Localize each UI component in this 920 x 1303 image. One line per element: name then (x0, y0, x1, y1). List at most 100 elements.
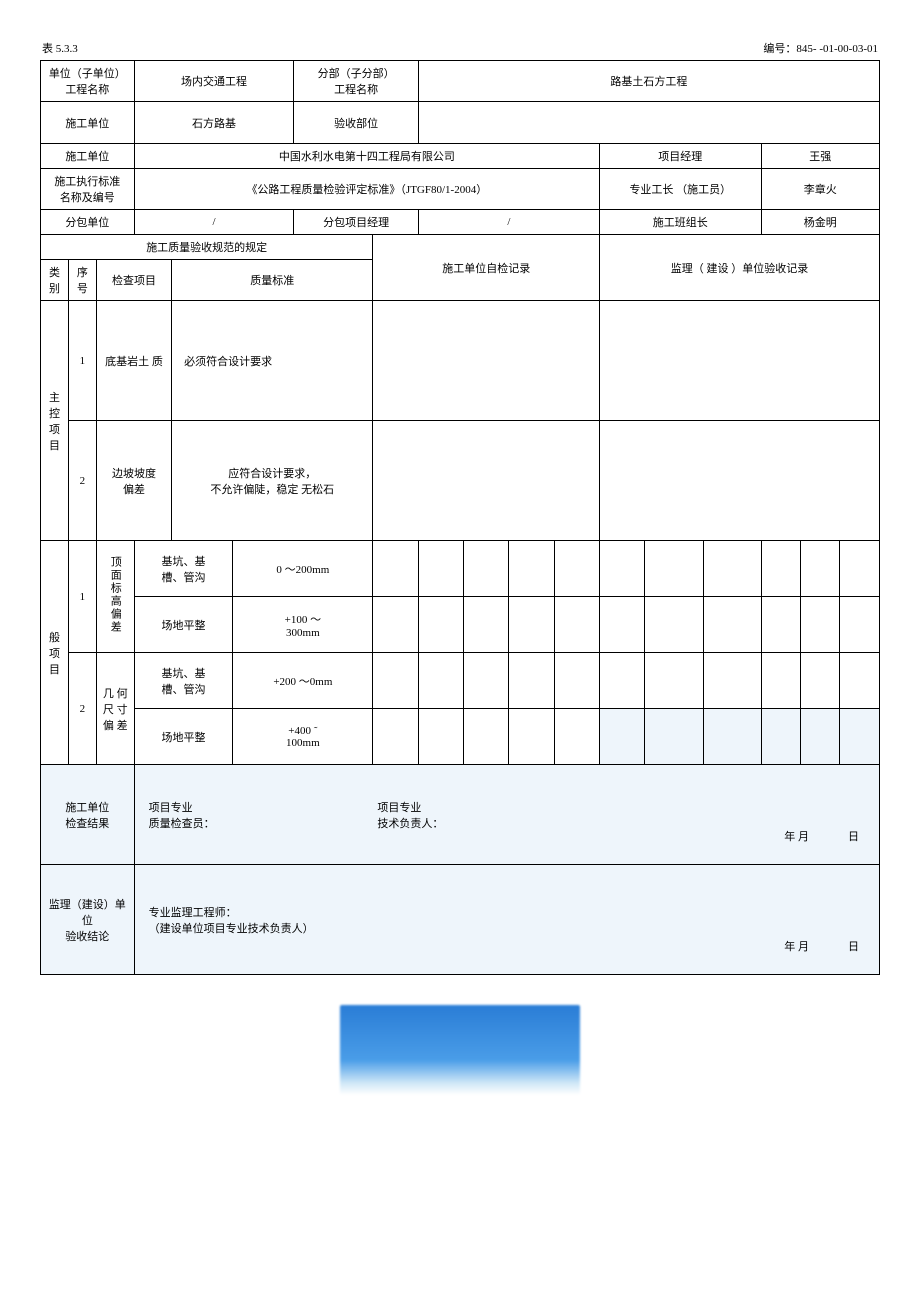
gen-1b-c3 (464, 597, 509, 653)
gen-seq-1: 1 (68, 541, 96, 653)
sub-name-value: 路基土石方工程 (418, 61, 879, 102)
gen-2a-c3 (464, 653, 509, 709)
footer1-qc-label: 项目专业 质量检查员： (149, 799, 215, 831)
gen-2b-s3 (704, 709, 761, 765)
gen-2a-c2 (418, 653, 463, 709)
gen-2b-c4 (509, 709, 554, 765)
team-leader-label: 施工班组长 (600, 210, 761, 235)
gen-1b-label: 场地平整 (134, 597, 233, 653)
gen-2a-s3 (704, 653, 761, 709)
mc-selfcheck-1 (373, 301, 600, 421)
gen-2b-s1 (600, 709, 645, 765)
gen-1b-c2 (418, 597, 463, 653)
footer2-date: 年 月 (784, 938, 809, 954)
gen-1a-c5 (554, 541, 599, 597)
gen-2b-c5 (554, 709, 599, 765)
gen-1a-c4 (509, 541, 554, 597)
gen-1a-s4 (761, 541, 800, 597)
foreman-value: 李章火 (761, 169, 880, 210)
gen-2a-label: 基坑、基 槽、管沟 (134, 653, 233, 709)
gen-1b-std: +100 ～ 300mm (233, 597, 373, 653)
pm-label: 项目经理 (600, 144, 761, 169)
construction-unit-label-2: 施工单位 (41, 144, 135, 169)
construction-unit-value-1: 石方路基 (134, 102, 294, 144)
sub-pm-value: / (418, 210, 599, 235)
team-leader-value: 杨金明 (761, 210, 880, 235)
std-label: 施工执行标准 名称及编号 (41, 169, 135, 210)
gen-1a-s6 (840, 541, 880, 597)
gen-2b-label: 场地平整 (134, 709, 233, 765)
mc-item-1: 底基岩土 质 (96, 301, 171, 421)
foreman-label: 专业工长 （施工员） (600, 169, 761, 210)
sub-pm-label: 分包项目经理 (294, 210, 418, 235)
gen-1b-s4 (761, 597, 800, 653)
footer1-day: 日 (848, 828, 859, 844)
gen-1b-s3 (704, 597, 761, 653)
mc-std-1: 必须符合设计要求 (172, 301, 373, 421)
footer2-left-label: 监理（建设）单位 验收结论 (41, 865, 135, 975)
unit-name-label: 单位（子单位） 工程名称 (41, 61, 135, 102)
gen-group-1: 顶面标高偏差 (96, 541, 134, 653)
gen-1b-c5 (554, 597, 599, 653)
sub-name-label: 分部（子分部） 工程名称 (294, 61, 418, 102)
gen-2b-s6 (840, 709, 880, 765)
gen-2a-std: +200 ～0mm (233, 653, 373, 709)
sub-unit-label: 分包单位 (41, 210, 135, 235)
gen-group-2: 几 何 尺 寸 偏 差 (96, 653, 134, 765)
gen-1a-s3 (704, 541, 761, 597)
gen-1a-c1 (373, 541, 418, 597)
footer2-content: 专业监理工程师： （建设单位项目专业技术负责人） 年 月 日 (134, 865, 879, 975)
footer2-engineer-label: 专业监理工程师： （建设单位项目专业技术负责人） (149, 907, 314, 935)
gen-2b-std: +400 ˜ 100mm (233, 709, 373, 765)
mc-supervisor-1 (600, 301, 880, 421)
mc-seq-1: 1 (68, 301, 96, 421)
gen-1b-s5 (800, 597, 839, 653)
footer2-day: 日 (848, 938, 859, 954)
gen-1b-s2 (645, 597, 704, 653)
gen-2a-s2 (645, 653, 704, 709)
footer1-tech-label: 项目专业 技术负责人： (377, 799, 443, 831)
gen-2a-c4 (509, 653, 554, 709)
gen-1b-s1 (600, 597, 645, 653)
spec-header: 施工质量验收规范的规定 (41, 235, 373, 260)
gen-2b-s4 (761, 709, 800, 765)
gen-1b-s6 (840, 597, 880, 653)
supervisor-header: 监理（ 建设 ）单位验收记录 (600, 235, 880, 301)
gen-seq-2: 2 (68, 653, 96, 765)
footer1-content: 项目专业 质量检查员： 项目专业 技术负责人： 年 月 日 (134, 765, 879, 865)
mc-supervisor-2 (600, 421, 880, 541)
mc-seq-2: 2 (68, 421, 96, 541)
gen-1a-s5 (800, 541, 839, 597)
gen-1a-c2 (418, 541, 463, 597)
mc-item-2: 边坡坡度 偏差 (96, 421, 171, 541)
gen-2b-c2 (418, 709, 463, 765)
gen-2a-c1 (373, 653, 418, 709)
col-check-item: 检查项目 (96, 260, 171, 301)
gen-2a-s5 (800, 653, 839, 709)
construction-unit-label-1: 施工单位 (41, 102, 135, 144)
footer1-left-label: 施工单位 检查结果 (41, 765, 135, 865)
gen-1a-c3 (464, 541, 509, 597)
col-seq: 序号 (68, 260, 96, 301)
self-check-header: 施工单位自检记录 (373, 235, 600, 301)
gen-2a-s1 (600, 653, 645, 709)
gen-1a-s2 (645, 541, 704, 597)
col-quality-std: 质量标准 (172, 260, 373, 301)
mc-std-2: 应符合设计要求， 不允许偏陡，稳定 无松石 (172, 421, 373, 541)
acceptance-part-value (418, 102, 879, 144)
col-category: 类别 (41, 260, 69, 301)
unit-name-value: 场内交通工程 (134, 61, 294, 102)
gen-1a-std: 0 ～200mm (233, 541, 373, 597)
gen-2a-s4 (761, 653, 800, 709)
gen-2b-c1 (373, 709, 418, 765)
std-value: 《公路工程质量检验评定标准》（JTGF80/1-2004） (134, 169, 599, 210)
inspection-form: 单位（子单位） 工程名称 场内交通工程 分部（子分部） 工程名称 路基土石方工程… (40, 60, 880, 975)
gen-2a-c5 (554, 653, 599, 709)
construction-unit-value-2: 中国水利水电第十四工程局有限公司 (134, 144, 599, 169)
pm-value: 王强 (761, 144, 880, 169)
mc-selfcheck-2 (373, 421, 600, 541)
gen-2b-s2 (645, 709, 704, 765)
gen-2a-s6 (840, 653, 880, 709)
general-label: 般 项 目 (41, 541, 69, 765)
gen-1a-s1 (600, 541, 645, 597)
